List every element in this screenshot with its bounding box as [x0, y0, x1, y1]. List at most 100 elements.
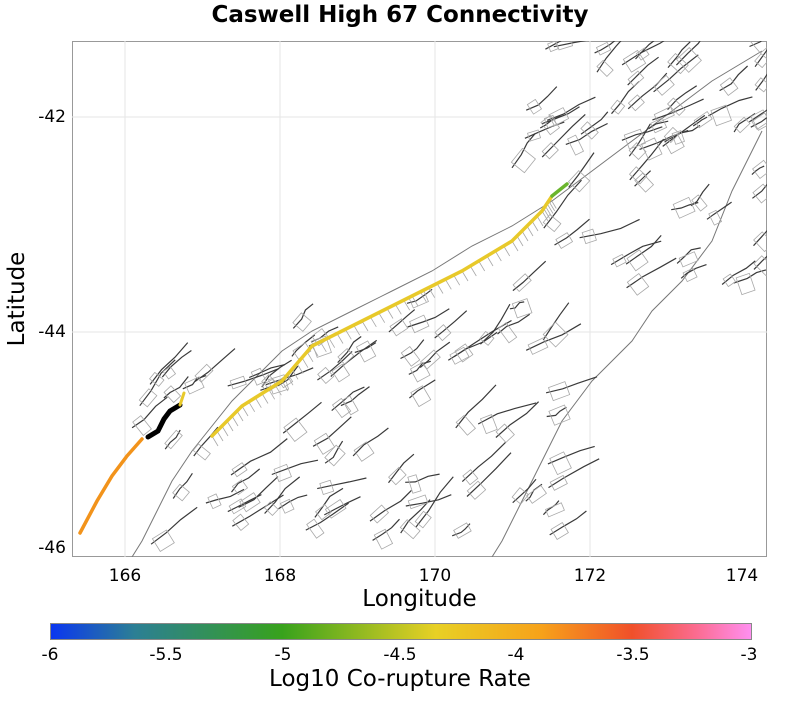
y-tick-42: -42: [38, 107, 66, 127]
subsection-tick: [478, 260, 486, 272]
background-fault: [541, 113, 586, 158]
rupture-link-segment[interactable]: [178, 391, 186, 407]
subsection-outline: [399, 519, 421, 540]
subsection-outline: [666, 97, 686, 116]
subsection-outline: [162, 365, 177, 380]
background-fault: [405, 494, 452, 507]
background-fault: [525, 86, 558, 111]
background-fault: [305, 502, 349, 531]
subsection-tick: [281, 380, 289, 392]
subsection-outline: [749, 41, 767, 54]
subsection-outline: [691, 194, 708, 212]
background-fault: [312, 416, 352, 447]
background-fault: [754, 49, 767, 68]
background-fault: [495, 401, 540, 438]
subsection-tick: [453, 274, 461, 286]
subsection-outline: [207, 493, 222, 510]
rupture-trace[interactable]: [78, 182, 569, 535]
subsection-tick: [486, 255, 494, 267]
subsection-outline: [623, 128, 646, 150]
subsection-outline: [710, 104, 732, 127]
subsection-tick: [319, 341, 327, 353]
subsection-tick: [521, 230, 529, 242]
subsection-outline: [454, 343, 474, 363]
subsection-tick: [274, 384, 282, 396]
subsection-tick: [419, 291, 427, 303]
background-fault: [753, 230, 767, 247]
subsection-outline: [228, 498, 247, 515]
background-fault: [542, 500, 560, 516]
subsection-outline: [555, 41, 574, 51]
subsection-outline: [407, 474, 422, 494]
subsection-outline: [263, 501, 279, 517]
subsection-outline: [550, 522, 569, 540]
subsection-tick: [428, 287, 436, 298]
subsection-outline: [279, 498, 295, 514]
subsection-outline: [512, 273, 532, 293]
subsection-outline: [653, 74, 675, 96]
background-fault: [406, 288, 433, 304]
rupture-south-segment[interactable]: [78, 437, 144, 535]
subsection-outline: [754, 53, 767, 69]
colorbar-label: Log10 Co-rupture Rate: [269, 666, 531, 692]
background-fault: [525, 323, 582, 351]
subsection-tick: [536, 215, 544, 227]
rupture-main-segment[interactable]: [210, 194, 554, 438]
x-tick-172: 172: [573, 566, 607, 586]
subsection-tick: [301, 357, 309, 368]
subsection-outline: [315, 504, 332, 521]
colorbar-tick: -5: [274, 645, 292, 665]
subsection-tick: [541, 210, 549, 222]
background-fault: [629, 138, 665, 181]
background-fault: [248, 364, 286, 379]
subsection-tick: [241, 405, 249, 417]
subsection-outline: [292, 312, 312, 332]
subsection-outline: [549, 451, 572, 476]
subsection-outline: [324, 498, 347, 519]
colorbar-tick: -3.5: [616, 645, 650, 665]
background-fault: [509, 301, 525, 310]
background-fault: [549, 510, 587, 536]
background-fault: [548, 458, 600, 489]
subsection-outline: [466, 480, 487, 500]
subsection-tick: [306, 351, 314, 363]
rupture-black-segment[interactable]: [145, 402, 183, 440]
subsection-outline: [676, 46, 702, 73]
colorbar-tick: -5.5: [149, 645, 183, 665]
subsection-outline: [751, 112, 767, 130]
background-fault: [547, 445, 595, 465]
subsection-outline: [547, 41, 559, 53]
subsection-tick: [403, 299, 411, 311]
background-fault: [755, 73, 767, 91]
background-fault: [455, 384, 497, 429]
background-fault: [625, 235, 662, 265]
subsection-outline: [567, 170, 591, 193]
subsection-outline: [511, 487, 530, 505]
background-fault: [753, 255, 767, 270]
subsection-outline: [419, 349, 441, 370]
subsection-outline: [663, 126, 680, 144]
background-fault: [545, 41, 562, 50]
subsection-outline: [164, 429, 183, 450]
subsection-tick: [411, 295, 419, 307]
subsection-tick: [248, 401, 256, 413]
background-fault: [479, 303, 511, 345]
y-axis-label: Latitude: [4, 251, 30, 347]
background-fault: [227, 494, 262, 513]
subsection-outline: [542, 321, 569, 348]
subsection-outline: [317, 366, 335, 385]
subsection-outline: [407, 494, 429, 510]
background-fault: [541, 106, 580, 125]
map-plot-area[interactable]: [72, 41, 767, 557]
subsection-outline: [567, 134, 585, 156]
subsection-outline: [331, 363, 351, 383]
subsection-outline: [132, 415, 152, 436]
subsection-tick: [254, 397, 262, 408]
rupture-north-segment[interactable]: [550, 182, 569, 198]
subsection-tick: [503, 245, 511, 257]
colorbar-tick: -4: [507, 645, 525, 665]
subsection-outline: [313, 432, 336, 455]
subsection-outline: [627, 94, 645, 112]
subsection-tick: [353, 324, 361, 336]
background-fault: [161, 350, 192, 378]
